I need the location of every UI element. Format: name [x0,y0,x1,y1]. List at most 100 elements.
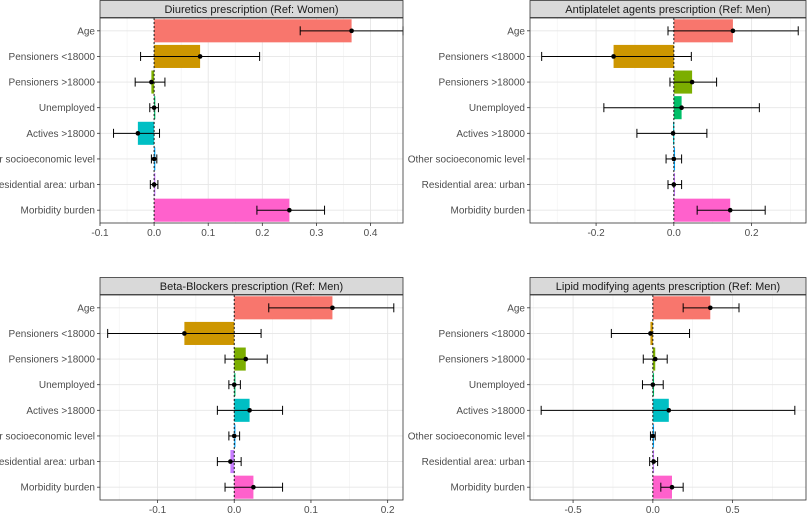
point-estimate [135,131,141,136]
point-estimate [243,356,249,362]
point-estimate [651,459,656,464]
category-label: Other socioeconomic level [0,431,95,442]
x-tick-label: 0.0 [646,505,660,514]
x-tick-label: -0.1 [91,228,109,239]
chart-panel-3: Beta-Blockers prescription (Ref: Men) Age… [0,277,404,514]
point-estimate [730,28,736,34]
x-tick-label: 0.2 [255,228,269,239]
point-estimate [349,28,354,34]
category-label: Actives >18000 [26,406,95,417]
point-estimate [231,433,237,439]
point-estimate [149,79,154,85]
category-label: Age [77,303,95,314]
category-label: Unemployed [39,103,95,114]
x-tick-label: -0.1 [149,505,167,514]
point-estimate [330,305,335,311]
category-label: Age [77,26,95,37]
panel-strip [529,277,807,295]
category-label: Pensioners >18000 [439,78,526,89]
category-label: Other socioeconomic level [408,154,525,165]
category-label: Other socioeconomic level [408,431,525,442]
x-tick-label: 0.1 [201,228,215,239]
panel-title: Beta-Blockers prescription (Ref: Men) [160,281,343,293]
chart-panel-4: Lipid modifying agents prescription (Ref… [408,277,807,514]
point-estimate [611,54,616,59]
point-estimate [666,408,672,413]
point-estimate [287,207,292,213]
x-tick-label: -0.5 [564,505,582,514]
point-estimate [228,459,233,464]
point-estimate [650,382,656,387]
category-label: Pensioners <18000 [9,329,96,340]
panel-border [529,294,807,501]
category-label: Morbidity burden [451,206,525,217]
point-estimate [251,484,256,490]
panel-title: Lipid modifying agents prescription (Ref… [556,281,780,293]
category-label: Unemployed [39,380,95,391]
point-estimate [151,182,157,187]
x-tick-label: 0.5 [726,505,740,514]
x-tick-label: 0.2 [381,505,395,514]
point-estimate [669,484,675,490]
category-label: Age [507,26,525,37]
point-estimate [182,331,187,336]
panel-title: Diuretics prescription (Ref: Women) [164,4,338,16]
panel-border [99,294,404,501]
chart-panel-2: Antiplatelet agents prescription (Ref: M… [408,0,807,239]
panel-strip [99,277,404,295]
category-label: Actives >18000 [26,129,95,140]
plot-background [530,295,806,500]
category-label: Unemployed [469,380,525,391]
category-label: Age [507,303,525,314]
point-estimate [670,131,676,136]
point-estimate [679,105,684,110]
point-estimate [247,408,252,413]
x-tick-label: 0.0 [227,505,241,514]
x-tick-label: 0.4 [364,228,378,239]
point-estimate [151,156,157,162]
panel-title: Antiplatelet agents prescription (Ref: M… [565,4,770,16]
category-label: Pensioners >18000 [439,355,526,366]
x-tick-label: 0.2 [745,228,759,239]
point-estimate [689,79,695,85]
point-estimate [707,305,713,311]
category-label: Pensioners <18000 [439,52,526,63]
point-estimate [648,331,653,336]
x-tick-label: 0.0 [667,228,681,239]
category-label: Actives >18000 [456,129,525,140]
point-estimate [231,382,237,387]
plot-background [100,18,403,223]
x-tick-label: 0.3 [309,228,323,239]
point-estimate [671,182,677,187]
panel-strip [99,0,404,18]
category-label: Residential area: urban [422,457,525,468]
category-label: Pensioners >18000 [9,78,96,89]
point-estimate [727,207,733,213]
plot-background [100,295,403,500]
category-label: Morbidity burden [21,206,95,217]
category-label: Morbidity burden [451,483,525,494]
category-label: Pensioners <18000 [439,329,526,340]
category-label: Residential area: urban [0,457,95,468]
category-label: Other socioeconomic level [0,154,95,165]
category-label: Unemployed [469,103,525,114]
category-label: Morbidity burden [21,483,95,494]
chart-panel-1: Diuretics prescription (Ref: Women) Age Pe… [0,0,404,239]
bar [154,19,352,43]
bar [154,198,290,222]
panel-border [99,17,404,224]
bar [652,296,711,320]
point-estimate [197,54,203,59]
category-label: Residential area: urban [422,180,525,191]
category-label: Pensioners >18000 [9,355,96,366]
x-tick-label: 0.1 [304,505,318,514]
point-estimate [652,356,658,362]
panel-strip [529,0,807,18]
category-label: Actives >18000 [456,406,525,417]
x-tick-label: -0.2 [587,228,605,239]
panel-border [529,17,807,224]
category-label: Residential area: urban [0,180,95,191]
category-label: Pensioners <18000 [9,52,96,63]
point-estimate [671,156,677,162]
